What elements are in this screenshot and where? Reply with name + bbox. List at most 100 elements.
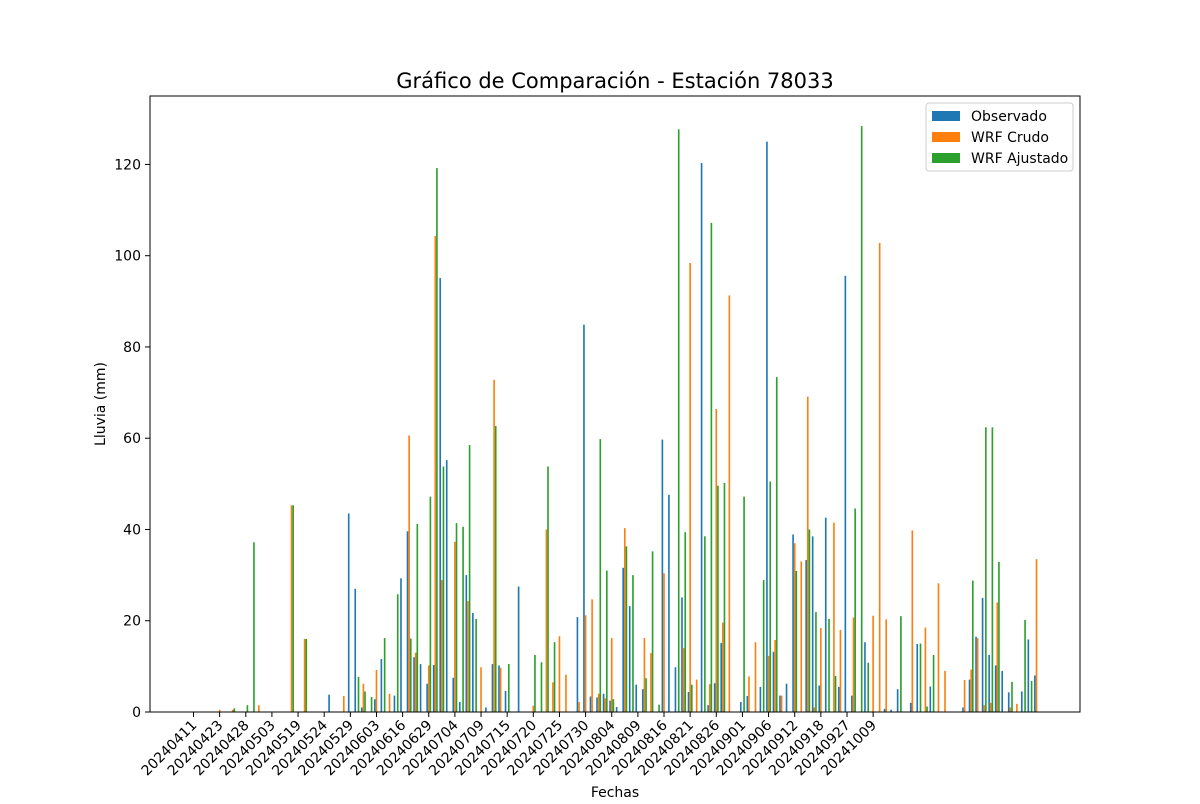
bar-wrf-crudo xyxy=(911,530,914,712)
bar-observado xyxy=(445,460,448,712)
bar-wrf-crudo xyxy=(303,638,306,712)
bar-wrf-crudo xyxy=(728,295,731,712)
bar-wrf-crudo xyxy=(1009,707,1012,712)
bar-wrf-ajustado xyxy=(364,691,366,712)
bar-wrf-ajustado xyxy=(429,496,432,712)
bar-observado xyxy=(504,691,507,712)
bar-observado xyxy=(975,636,977,712)
bar-wrf-ajustado xyxy=(828,618,830,712)
bar-wrf-crudo xyxy=(388,693,391,712)
bar-wrf-crudo xyxy=(532,705,535,712)
bar-wrf-ajustado xyxy=(553,642,556,712)
bar-wrf-crudo xyxy=(1016,703,1018,712)
bar-wrf-crudo xyxy=(708,684,711,712)
legend-swatch-wrf-crudo xyxy=(932,132,960,142)
bar-wrf-crudo xyxy=(689,263,691,712)
bar-wrf-ajustado xyxy=(494,425,497,712)
bar-observado xyxy=(739,701,742,712)
bar-wrf-crudo xyxy=(833,522,835,712)
bar-observado xyxy=(380,659,383,712)
bar-wrf-crudo xyxy=(695,679,698,712)
bar-observado xyxy=(994,665,997,712)
bar-wrf-ajustado xyxy=(1024,619,1026,712)
bar-wrf-ajustado xyxy=(246,705,249,712)
plot-frame xyxy=(149,95,1081,713)
bar-observado xyxy=(609,700,611,712)
bar-observado xyxy=(707,705,709,712)
bar-wrf-ajustado xyxy=(233,708,236,712)
bar-wrf-ajustado xyxy=(540,662,543,712)
bar-wrf-crudo xyxy=(362,683,365,712)
bar-wrf-ajustado xyxy=(651,551,654,712)
bar-wrf-ajustado xyxy=(860,126,863,713)
bar-wrf-ajustado xyxy=(253,542,255,712)
bar-wrf-crudo xyxy=(820,628,822,712)
bar-wrf-crudo xyxy=(963,680,966,712)
bar-wrf-ajustado xyxy=(985,427,987,712)
bar-wrf-ajustado xyxy=(625,546,628,712)
bar-wrf-ajustado xyxy=(305,638,308,712)
bar-observado xyxy=(485,707,487,712)
y-tick-label: 120 xyxy=(114,157,141,173)
bar-observado xyxy=(681,597,683,712)
bar-wrf-ajustado xyxy=(900,616,902,712)
bar-observado xyxy=(661,439,664,712)
bar-wrf-ajustado xyxy=(684,532,687,712)
bar-wrf-crudo xyxy=(748,676,750,712)
bar-wrf-ajustado xyxy=(606,570,608,712)
bar-observado xyxy=(929,686,932,712)
bar-wrf-ajustado xyxy=(599,439,602,712)
bar-observado xyxy=(772,651,775,712)
bar-wrf-crudo xyxy=(623,528,626,712)
bar-wrf-crudo xyxy=(610,638,613,712)
bar-wrf-ajustado xyxy=(475,618,477,712)
bar-observado xyxy=(393,695,396,712)
legend-swatch-wrf-ajustado xyxy=(932,153,960,163)
bar-wrf-crudo xyxy=(584,615,587,712)
bar-wrf-ajustado xyxy=(507,664,510,712)
bar-observado xyxy=(413,657,415,712)
bar-observado xyxy=(472,612,474,712)
legend-label-wrf-crudo: WRF Crudo xyxy=(971,130,1049,146)
bar-wrf-crudo xyxy=(565,674,567,712)
bar-wrf-crudo xyxy=(996,602,999,712)
bar-observado xyxy=(596,697,598,712)
bar-wrf-crudo xyxy=(767,655,770,712)
bar-wrf-crudo xyxy=(715,409,718,712)
bar-observado xyxy=(909,702,912,712)
bar-wrf-crudo xyxy=(878,242,881,712)
bar-observado xyxy=(419,664,422,712)
bar-wrf-crudo xyxy=(578,701,580,712)
bar-observado xyxy=(1001,670,1004,712)
bar-wrf-crudo xyxy=(408,435,410,712)
bar-wrf-crudo xyxy=(290,505,293,712)
bar-wrf-crudo xyxy=(806,396,809,712)
legend-box xyxy=(925,102,1074,172)
bar-wrf-crudo xyxy=(231,709,234,712)
bar-observado xyxy=(687,691,690,712)
bar-wrf-ajustado xyxy=(1011,681,1013,712)
bar-observado xyxy=(641,689,644,712)
bar-wrf-ajustado xyxy=(547,466,549,712)
bar-wrf-ajustado xyxy=(645,678,647,712)
bar-wrf-crudo xyxy=(454,541,456,712)
bar-observado xyxy=(811,536,814,712)
bar-observado xyxy=(746,696,749,712)
bar-observado xyxy=(583,324,585,712)
bar-observado xyxy=(890,709,892,712)
bar-wrf-ajustado xyxy=(416,524,419,712)
bar-wrf-ajustado xyxy=(396,594,399,712)
bar-wrf-ajustado xyxy=(690,684,693,712)
bar-observado xyxy=(517,586,520,712)
bar-observado xyxy=(981,597,984,712)
bar-wrf-crudo xyxy=(937,583,940,712)
bar-wrf-crudo xyxy=(414,652,417,712)
bar-wrf-crudo xyxy=(552,682,554,712)
bar-wrf-crudo xyxy=(885,619,888,712)
bar-wrf-ajustado xyxy=(468,445,471,712)
bar-observado xyxy=(1007,692,1010,712)
bar-observado xyxy=(439,278,442,712)
bar-observado xyxy=(720,643,723,712)
